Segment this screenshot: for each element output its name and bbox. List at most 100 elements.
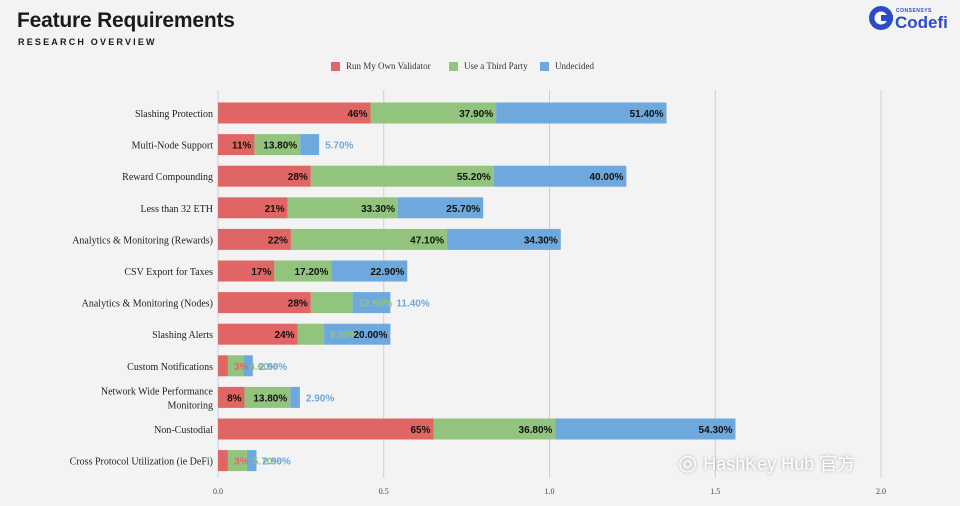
bar-run-own xyxy=(218,386,245,408)
legend-swatch-undecided xyxy=(540,61,549,71)
legend-label-undecided: Undecided xyxy=(555,61,594,71)
bar-third-party xyxy=(254,134,301,156)
bar-undecided xyxy=(555,418,736,440)
bar-run-own xyxy=(218,260,275,282)
codefi-logo-icon xyxy=(869,6,893,30)
chart-subtitle: RESEARCH OVERVIEW xyxy=(18,37,157,47)
data-label-undecided: 51.40% xyxy=(630,109,664,120)
data-label-run-own: 8% xyxy=(227,393,242,404)
legend-item-undecided: Undecided xyxy=(540,61,594,71)
category-label: Network Wide Performance xyxy=(101,386,214,397)
category-label: Cross Protocol Utilization (ie DeFi) xyxy=(70,457,213,468)
data-label-run-own: 17% xyxy=(251,267,271,278)
legend-swatch-run-own xyxy=(331,61,340,71)
data-label-undecided: 2.90% xyxy=(259,362,287,373)
data-label-undecided: 11.40% xyxy=(396,299,429,310)
data-label-run-own: 28% xyxy=(288,172,308,183)
bar-undecided xyxy=(493,165,627,187)
x-tick-label: 0.0 xyxy=(213,487,223,496)
bar-undecided xyxy=(398,197,484,219)
data-label-third-party: 47.10% xyxy=(410,235,444,246)
category-label: Multi-Node Support xyxy=(132,141,214,152)
bar-undecided xyxy=(243,355,253,377)
bar-undecided xyxy=(324,323,391,345)
bar-third-party xyxy=(433,418,556,440)
data-label-run-own: 28% xyxy=(288,299,308,310)
data-label-third-party: 33.30% xyxy=(361,204,395,215)
data-label-third-party: 13.80% xyxy=(253,393,287,404)
x-tick-label: 0.5 xyxy=(379,487,389,496)
data-label-third-party: 37.90% xyxy=(459,109,493,120)
bar-undecided xyxy=(290,386,300,408)
bar-third-party xyxy=(290,228,448,250)
category-label: Reward Compounding xyxy=(122,172,213,183)
legend-item-run-own: Run My Own Validator xyxy=(331,61,431,71)
logo-name: Codefi xyxy=(895,13,948,32)
data-label-undecided: 40.00% xyxy=(589,172,623,183)
category-label: Monitoring xyxy=(167,400,213,411)
category-label: CSV Export for Taxes xyxy=(124,267,213,278)
chart-legend: Run My Own Validator Use a Third Party U… xyxy=(0,61,960,75)
legend-item-third-party: Use a Third Party xyxy=(449,61,528,71)
bar-run-own xyxy=(218,292,311,314)
data-label-run-own: 46% xyxy=(347,109,367,120)
bar-undecided xyxy=(352,292,391,314)
bar-run-own xyxy=(218,323,298,345)
data-label-undecided: 5.70% xyxy=(325,141,353,152)
data-label-run-own: 3% xyxy=(234,362,249,373)
wechat-icon: ◎ xyxy=(678,450,698,475)
bar-third-party xyxy=(227,355,244,377)
legend-label-run-own: Run My Own Validator xyxy=(346,61,431,71)
data-label-undecided: 20.00% xyxy=(353,330,387,341)
data-label-third-party: 55.20% xyxy=(457,172,491,183)
data-label-run-own: 22% xyxy=(268,235,288,246)
bar-third-party xyxy=(370,102,497,124)
data-label-third-party: 36.80% xyxy=(519,425,553,436)
chart-title: Feature Requirements xyxy=(17,9,235,32)
bar-run-own xyxy=(218,355,228,377)
data-label-undecided: 34.30% xyxy=(524,235,558,246)
data-label-undecided: 25.70% xyxy=(446,204,480,215)
category-label: Analytics & Monitoring (Rewards) xyxy=(72,235,213,246)
bar-third-party xyxy=(310,165,494,187)
data-label-undecided: 54.30% xyxy=(699,425,733,436)
x-tick-label: 1.0 xyxy=(545,487,555,496)
logo-small-text: CONSENSYS xyxy=(896,8,932,14)
data-label-run-own: 3% xyxy=(234,457,249,468)
bar-run-own xyxy=(218,134,255,156)
category-label: Analytics & Monitoring (Nodes) xyxy=(82,299,213,310)
watermark-text: HashKey Hub 官方 xyxy=(703,454,856,474)
data-label-third-party: 13.80% xyxy=(263,141,297,152)
data-label-run-own: 24% xyxy=(275,330,295,341)
data-label-undecided: 2.90% xyxy=(262,457,290,468)
bar-run-own xyxy=(218,197,288,219)
category-label: Slashing Protection xyxy=(135,109,213,120)
category-label: Non-Custodial xyxy=(154,425,213,436)
bar-undecided xyxy=(496,102,667,124)
bar-run-own xyxy=(218,450,228,472)
codefi-logo: CONSENSYS Codefi xyxy=(868,5,958,35)
watermark: ◎ HashKey Hub 官方 xyxy=(678,446,938,480)
legend-swatch-third-party xyxy=(449,61,458,71)
data-label-run-own: 65% xyxy=(410,425,430,436)
data-label-third-party: 12.60% xyxy=(359,299,393,310)
bar-undecided xyxy=(447,228,561,250)
bar-third-party xyxy=(244,386,291,408)
bar-third-party xyxy=(297,323,325,345)
data-label-run-own: 21% xyxy=(265,204,285,215)
bar-undecided xyxy=(300,134,320,156)
bar-undecided xyxy=(331,260,408,282)
data-label-run-own: 11% xyxy=(232,141,252,152)
bar-third-party xyxy=(274,260,332,282)
category-label: Less than 32 ETH xyxy=(141,204,214,215)
x-tick-label: 2.0 xyxy=(876,487,886,496)
category-label: Custom Notifications xyxy=(127,362,213,373)
bar-run-own xyxy=(218,228,291,250)
bar-undecided xyxy=(246,450,257,472)
data-label-undecided: 2.90% xyxy=(306,393,334,404)
bar-run-own xyxy=(218,102,371,124)
bar-run-own xyxy=(218,165,311,187)
data-label-undecided: 22.90% xyxy=(370,267,404,278)
data-label-third-party: 4.60% xyxy=(249,362,277,373)
